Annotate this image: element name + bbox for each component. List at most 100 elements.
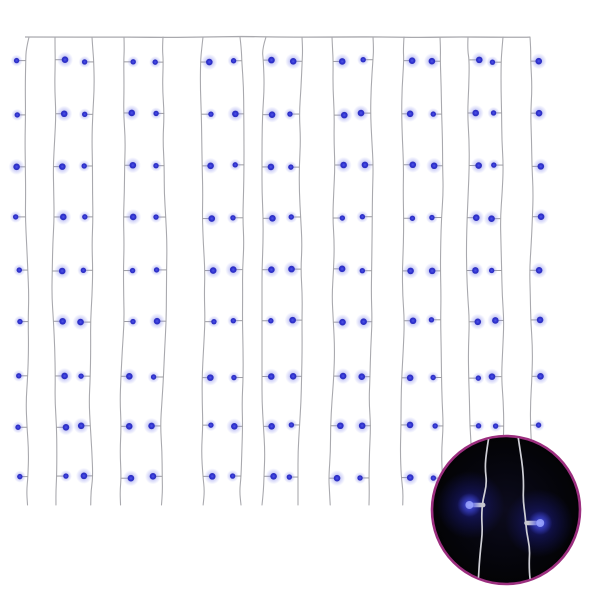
light-strand (239, 36, 245, 506)
led-core (129, 213, 137, 221)
led-light (334, 107, 353, 124)
led-light (262, 314, 277, 327)
led-light (529, 262, 548, 279)
led-core (535, 266, 543, 274)
led-core (475, 56, 483, 64)
led-light (13, 470, 28, 483)
led-core (475, 375, 482, 381)
led-core (208, 473, 216, 480)
led-core (81, 163, 87, 169)
light-strand (160, 36, 168, 506)
led-core (14, 112, 20, 118)
led-light (11, 108, 26, 121)
led-core (82, 214, 88, 220)
led-core (81, 59, 88, 65)
led-core (428, 317, 435, 323)
led-core (153, 162, 159, 169)
led-core (207, 374, 214, 381)
top-wire (24, 35, 531, 39)
led-core (337, 422, 344, 430)
led-light (469, 157, 487, 174)
led-light (124, 315, 139, 328)
led-light (483, 368, 502, 385)
led-core (150, 374, 157, 380)
light-strand (297, 36, 304, 506)
led-core (16, 267, 22, 273)
led-light (13, 315, 29, 328)
led-core (62, 423, 70, 431)
led-light (404, 312, 422, 329)
led-core (12, 214, 19, 220)
led-core (268, 56, 275, 64)
led-core (338, 58, 346, 65)
led-core (153, 267, 160, 273)
led-light (330, 417, 349, 434)
led-core (208, 215, 216, 222)
led-core (474, 318, 482, 326)
led-light (425, 211, 442, 224)
led-core (61, 372, 68, 380)
led-light (401, 469, 419, 486)
led-core (126, 372, 133, 380)
led-light (531, 158, 549, 175)
led-core (125, 423, 133, 430)
led-core (339, 318, 346, 326)
led-core (206, 58, 213, 66)
inset-led-glow-core (465, 501, 474, 509)
led-core (535, 109, 543, 117)
light-strand (368, 36, 374, 506)
led-core (230, 317, 237, 324)
led-core (232, 162, 238, 168)
led-core (339, 372, 347, 380)
led-light (427, 371, 442, 384)
led-light (78, 210, 93, 223)
led-light (333, 260, 351, 277)
led-core (535, 422, 542, 428)
led-core (270, 472, 277, 480)
led-core (63, 473, 69, 479)
led-light (149, 56, 164, 69)
led-light (354, 417, 371, 434)
led-light (226, 470, 242, 483)
led-light (403, 212, 419, 225)
led-light (143, 417, 161, 434)
led-light (120, 368, 138, 385)
led-light (9, 210, 26, 223)
led-core (148, 422, 155, 430)
led-light (121, 470, 139, 487)
led-core (475, 423, 482, 429)
led-core (358, 373, 366, 381)
led-light (75, 370, 91, 383)
led-core (287, 111, 293, 117)
led-light (284, 161, 300, 174)
led-light (202, 468, 221, 485)
led-light (78, 55, 94, 68)
led-light (469, 419, 485, 432)
led-core (80, 472, 88, 480)
led-core (13, 163, 20, 171)
led-core (288, 164, 294, 170)
led-core (82, 111, 88, 118)
led-core (80, 267, 87, 273)
led-core (428, 57, 436, 65)
led-light (530, 53, 547, 70)
led-light (356, 156, 374, 173)
led-light (357, 53, 373, 66)
led-core (492, 317, 499, 324)
led-light (466, 262, 484, 279)
led-core (286, 474, 293, 480)
led-core (406, 421, 414, 429)
led-light (149, 313, 167, 330)
led-core (358, 422, 366, 430)
led-light (226, 211, 243, 224)
led-light (530, 311, 549, 328)
led-light (353, 105, 371, 122)
led-light (227, 314, 243, 327)
led-core (360, 318, 367, 326)
led-core (231, 423, 238, 430)
led-core (129, 161, 137, 169)
led-core (430, 374, 436, 381)
led-light (12, 369, 28, 382)
inset-content (436, 437, 574, 583)
